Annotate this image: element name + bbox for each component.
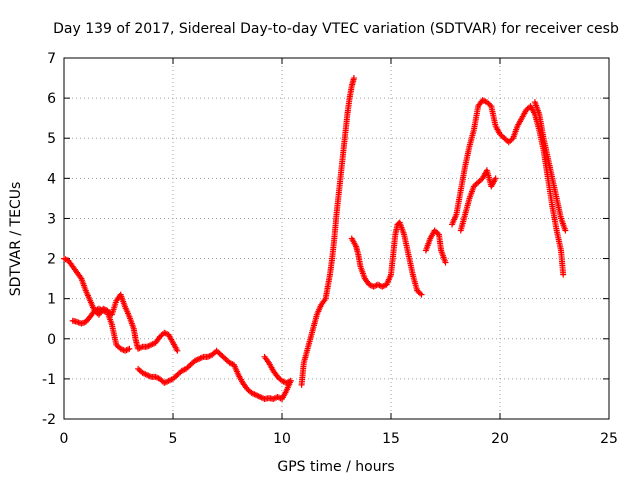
data-point [124, 346, 131, 353]
chart-title: Day 139 of 2017, Sidereal Day-to-day VTE… [53, 21, 619, 37]
y-tick-label: 0 [47, 332, 56, 348]
data-point [372, 282, 379, 289]
y-tick-label: 3 [47, 211, 56, 227]
y-tick-label: 5 [47, 131, 56, 147]
x-axis-label: GPS time / hours [277, 459, 394, 475]
y-tick-label: 6 [47, 91, 56, 107]
data-point [560, 271, 567, 278]
axis-ticks [63, 57, 610, 420]
y-tick-label: 2 [47, 252, 56, 268]
plot-frame [63, 57, 610, 420]
y-tick-label: -1 [42, 372, 56, 388]
data-point [442, 259, 449, 266]
x-tick-label: 15 [382, 431, 400, 447]
data-point [492, 175, 499, 182]
data-point [62, 256, 69, 263]
y-tick-label: 1 [47, 292, 56, 308]
data-points [61, 75, 569, 402]
x-tick-label: 5 [169, 431, 178, 447]
data-point [350, 75, 357, 82]
data-point [123, 347, 130, 354]
y-tick-label: 7 [47, 51, 56, 67]
y-axis-label: SDTVAR / TECUs [8, 182, 24, 297]
data-point [174, 347, 181, 354]
data-point [126, 345, 133, 352]
data-point [271, 395, 278, 402]
data-point [376, 282, 383, 289]
data-point [380, 282, 387, 289]
x-tick-label: 0 [60, 431, 69, 447]
tick-labels: 0 5 10 15 20 25 -2 -1 0 1 2 3 4 5 6 7 [42, 51, 618, 447]
x-tick-label: 10 [273, 431, 291, 447]
data-point [562, 227, 569, 234]
x-tick-label: 25 [600, 431, 618, 447]
y-tick-label: 4 [47, 171, 56, 187]
data-point [418, 291, 425, 298]
x-tick-label: 20 [491, 431, 509, 447]
data-point [287, 377, 294, 384]
y-tick-label: -2 [42, 412, 56, 428]
